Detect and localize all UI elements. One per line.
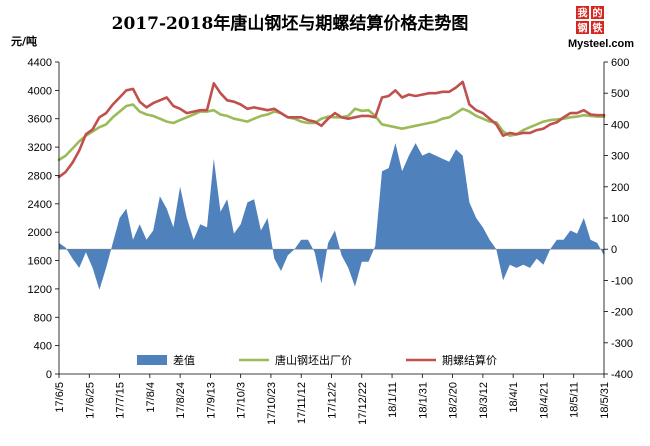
y-tick-label-left: 4400 bbox=[28, 57, 52, 69]
y-axis-unit-label: 元/吨 bbox=[11, 34, 37, 48]
legend-label-2: 唐山钢坯出厂价 bbox=[275, 353, 352, 367]
x-tick-label: 17/7/15 bbox=[115, 382, 127, 419]
logo-badge-3 bbox=[576, 21, 589, 34]
x-tick-label: 18/2/20 bbox=[448, 382, 460, 419]
x-tick-label: 18/4/21 bbox=[538, 382, 550, 419]
y-tick-label-right: -200 bbox=[611, 307, 633, 319]
x-tick-label: 18/5/31 bbox=[599, 382, 611, 419]
y-tick-label-left: 2400 bbox=[28, 199, 52, 211]
x-tick-label: 17/12/2 bbox=[327, 382, 339, 419]
y-tick-label-right: -400 bbox=[611, 369, 633, 381]
y-tick-label-right: 0 bbox=[611, 244, 617, 256]
y-tick-label-left: 800 bbox=[34, 312, 52, 324]
x-tick-label: 17/10/3 bbox=[236, 382, 248, 419]
y-tick-label-right: -100 bbox=[611, 275, 633, 287]
logo-char-3: 钢 bbox=[578, 22, 588, 35]
y-tick-label-left: 3200 bbox=[28, 142, 52, 154]
plot-area: 0400800120016002000240028003200360040004… bbox=[28, 57, 634, 425]
x-tick-label: 17/8/4 bbox=[145, 382, 157, 413]
y-tick-label-left: 2800 bbox=[28, 170, 52, 182]
y-tick-label-right: 200 bbox=[611, 182, 629, 194]
y-tick-label-left: 0 bbox=[46, 369, 52, 381]
y-tick-label-right: 100 bbox=[611, 213, 629, 225]
legend-label-3: 期螺结算价 bbox=[442, 353, 497, 367]
logo-char-1: 我 bbox=[578, 7, 588, 20]
x-tick-label: 17/10/23 bbox=[266, 382, 278, 425]
x-tick-label: 17/6/5 bbox=[54, 382, 66, 413]
y-tick-label-left: 1600 bbox=[28, 256, 52, 268]
logo-char-2: 的 bbox=[593, 7, 603, 20]
logo-char-4: 铁 bbox=[593, 22, 603, 35]
logo-badge-2 bbox=[591, 6, 604, 19]
x-tick-label: 17/9/13 bbox=[205, 382, 217, 419]
y-tick-label-left: 2000 bbox=[28, 227, 52, 239]
y-tick-label-right: -300 bbox=[611, 338, 633, 350]
y-tick-label-right: 500 bbox=[611, 88, 629, 100]
x-tick-label: 17/6/25 bbox=[84, 382, 96, 419]
y-tick-label-right: 600 bbox=[611, 57, 629, 69]
x-tick-label: 18/1/31 bbox=[417, 382, 429, 419]
y-tick-label-right: 300 bbox=[611, 151, 629, 163]
legend-swatch-1 bbox=[137, 355, 167, 365]
series-line-2 bbox=[57, 80, 606, 179]
mysteel-logo: 我 的 钢 铁 Mysteel.com bbox=[568, 6, 634, 50]
x-tick-label: 17/12/22 bbox=[357, 382, 369, 425]
y-tick-label-left: 3600 bbox=[28, 114, 52, 126]
x-tick-label: 18/5/11 bbox=[569, 382, 581, 418]
difference-area bbox=[59, 143, 604, 290]
x-tick-label: 17/8/24 bbox=[175, 382, 187, 419]
y-tick-label-left: 4000 bbox=[28, 85, 52, 97]
x-tick-label: 17/11/12 bbox=[296, 382, 308, 424]
y-tick-label-left: 1200 bbox=[28, 284, 52, 296]
legend-label-1: 差值 bbox=[173, 353, 195, 367]
logo-badge-1 bbox=[576, 6, 589, 19]
chart-title: 2017-2018年唐山钢坯与期螺结算价格走势图 bbox=[112, 13, 469, 34]
logo-badge-4 bbox=[591, 21, 604, 34]
x-tick-label: 18/1/11 bbox=[387, 382, 399, 418]
x-tick-label: 18/4/1 bbox=[508, 382, 520, 413]
y-tick-label-left: 400 bbox=[34, 341, 52, 353]
y-tick-label-right: 400 bbox=[611, 119, 629, 131]
x-tick-label: 18/3/12 bbox=[478, 382, 490, 419]
logo-text: Mysteel.com bbox=[568, 38, 634, 50]
